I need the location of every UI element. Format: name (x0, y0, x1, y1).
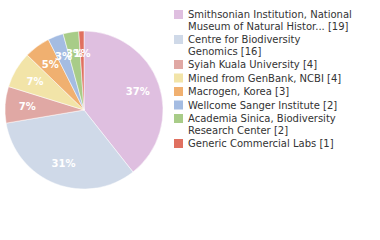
pie (5, 31, 163, 189)
legend-swatch (174, 10, 183, 19)
legend-swatch (174, 74, 183, 83)
data-label: 7% (27, 76, 44, 87)
legend-label: Macrogen, Korea [3] (188, 86, 289, 97)
pie-slice (79, 31, 84, 110)
data-label: 31% (52, 158, 76, 169)
legend-label: Academia Sinica, BiodiversityResearch Ce… (188, 113, 336, 136)
chart: 37%31%7%7%5%3%3%1%Smithsonian Institutio… (0, 0, 380, 240)
legend-label: Syiah Kuala University [4] (188, 59, 317, 70)
legend-swatch (174, 101, 183, 110)
legend: Smithsonian Institution, NationalMuseum … (174, 9, 352, 149)
legend-swatch (174, 60, 183, 69)
data-labels: 37%31%7%7%5%3%3%1% (19, 48, 150, 169)
legend-swatch (174, 35, 183, 44)
legend-swatch (174, 139, 183, 148)
legend-label: Mined from GenBank, NCBI [4] (188, 73, 341, 84)
legend-label: Wellcome Sanger Institute [2] (188, 100, 337, 111)
legend-swatch (174, 114, 183, 123)
pie-slice (6, 110, 133, 189)
data-label: 1% (74, 48, 91, 59)
legend-swatch (174, 87, 183, 96)
data-label: 7% (19, 101, 36, 112)
legend-label: Smithsonian Institution, NationalMuseum … (188, 9, 352, 32)
pie-slice (63, 31, 84, 110)
data-label: 37% (126, 86, 150, 97)
legend-label: Centre for BiodiversityGenomics [16] (188, 34, 301, 57)
legend-label: Generic Commercial Labs [1] (188, 138, 334, 149)
